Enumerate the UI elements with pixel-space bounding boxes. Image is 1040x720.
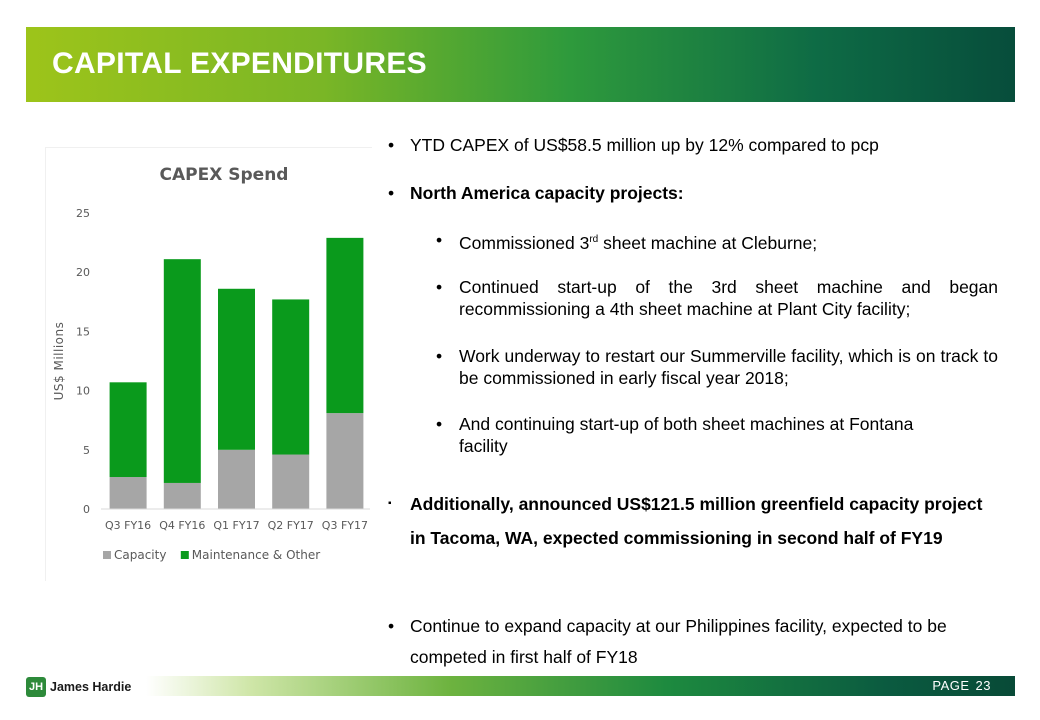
- x-tick-label: Q3 FY16: [105, 519, 151, 532]
- sub-bullet-plant-city-text: Continued start-up of the 3rd sheet mach…: [459, 277, 998, 319]
- page-label: PAGE: [932, 678, 970, 693]
- legend-swatch: [103, 551, 111, 559]
- bullet-tacoma-text: Additionally, announced US$121.5 million…: [410, 494, 983, 548]
- bullet-ytd-text: YTD CAPEX of US$58.5 million up by 12% c…: [410, 135, 879, 155]
- bar-capacity: [218, 449, 255, 509]
- bar-capacity: [272, 454, 310, 509]
- bullet-na-text: North America capacity projects:: [410, 183, 684, 203]
- y-tick-label: 25: [76, 207, 90, 220]
- bullet-dot: •: [388, 135, 395, 155]
- y-axis-label: US$ Millions: [52, 322, 66, 401]
- page-title: CAPITAL EXPENDITURES: [52, 47, 427, 80]
- bar-capacity: [163, 482, 201, 509]
- bullet-dot: •: [388, 183, 395, 203]
- legend-label: Capacity: [114, 548, 166, 562]
- bullet-dot: •: [388, 616, 395, 636]
- bar-maintenance-other: [163, 259, 201, 483]
- legend-swatch: [180, 551, 189, 559]
- page-number: 23: [975, 678, 991, 693]
- footer-bar: PAGE 23: [146, 676, 1015, 696]
- bullet-square: ▪: [388, 498, 392, 509]
- bar-capacity: [326, 413, 364, 509]
- sub-bullet-dot: •: [436, 230, 443, 250]
- bar-maintenance-other: [272, 299, 310, 455]
- capex-chart-svg: CAPEX Spend 0 5 10 15 20 25 US$ Millions Q3 FY16…: [52, 165, 370, 562]
- bar-maintenance-other: [218, 288, 255, 450]
- page-indicator: PAGE 23: [932, 678, 991, 693]
- logo-mark-icon: JH: [26, 677, 46, 697]
- sub-bullet-dot: •: [436, 277, 443, 297]
- title-bar: CAPITAL EXPENDITURES: [26, 27, 1015, 102]
- y-tick-label: 15: [76, 325, 90, 338]
- chart-title: CAPEX Spend: [160, 165, 289, 185]
- x-tick-label: Q4 FY16: [159, 519, 205, 532]
- sub-bullet-fontana-text: And continuing start-up of both sheet ma…: [459, 414, 914, 456]
- sub-bullet-dot: •: [436, 414, 443, 434]
- y-tick-label: 0: [83, 503, 90, 516]
- bullet-philippines-text: Continue to expand capacity at our Phili…: [410, 616, 947, 667]
- bar-capacity: [109, 477, 147, 509]
- legend-label: Maintenance & Other: [192, 548, 320, 562]
- brand-logo: JH James Hardie: [26, 676, 136, 698]
- x-tick-label: Q3 FY17: [322, 519, 368, 532]
- y-tick-label: 10: [76, 385, 90, 398]
- x-tick-label: Q2 FY17: [268, 519, 314, 532]
- bar-maintenance-other: [109, 382, 147, 478]
- y-tick-label: 5: [83, 444, 90, 457]
- sub-bullet-summerville-text: Work underway to restart our Summerville…: [459, 346, 998, 388]
- sub-bullet-cleburne-text: Commissioned 3rd sheet machine at Clebur…: [459, 232, 818, 253]
- bar-maintenance-other: [326, 237, 364, 414]
- brand-name: James Hardie: [50, 680, 132, 694]
- sub-bullet-dot: •: [436, 346, 443, 366]
- x-tick-label: Q1 FY17: [213, 519, 259, 532]
- capex-chart: CAPEX Spend 0 5 10 15 20 25 US$ Millions Q3 FY16…: [45, 147, 372, 581]
- y-tick-label: 20: [76, 266, 90, 279]
